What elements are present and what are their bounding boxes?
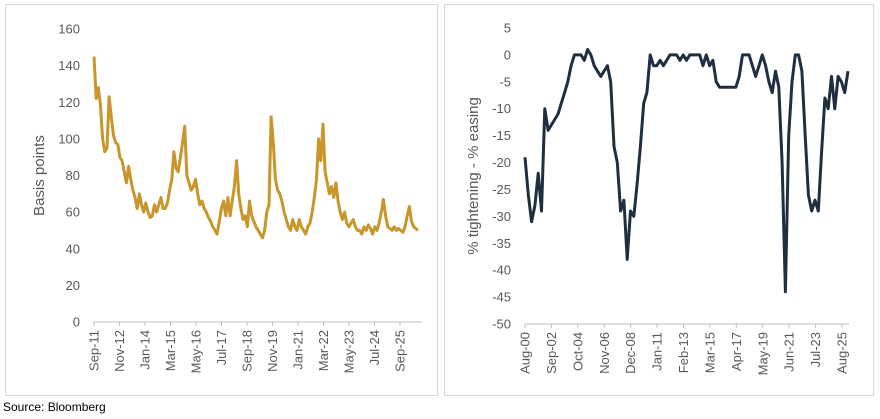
right-chart-y-tick: -5	[499, 74, 511, 89]
left-chart-x-tick-label: Jul-24	[367, 330, 382, 365]
left-chart-y-tick: 80	[66, 168, 80, 183]
left-chart-x-tick-label: Jan-14	[138, 330, 153, 370]
basis-points-chart: 0 20 40 60 80 100 120 140 160 Sep-11 Nov-12 Jan-14 M…	[31, 22, 422, 373]
right-chart-y-tick: -35	[492, 236, 511, 251]
right-chart-x-tick-label: Mar-15	[702, 332, 717, 373]
right-chart-y-tick: -50	[492, 317, 511, 332]
source-note: Source: Bloomberg	[3, 400, 106, 414]
left-chart-x-tick-label: Nov-12	[112, 330, 127, 372]
right-chart-x-tick-label: Dec-08	[623, 332, 638, 374]
chart-panel-left: 0 20 40 60 80 100 120 140 160 Sep-11 Nov-12 Jan-14 M…	[5, 4, 438, 396]
left-chart-x-tick-label: Jul-17	[214, 330, 229, 365]
left-chart-x-tick-label: Mar-22	[316, 330, 331, 371]
right-chart-x-tick-label: Jul-23	[808, 332, 823, 367]
left-chart-x-tick-label: Nov-19	[265, 330, 280, 372]
right-chart-y-axis-label: % tightening - % easing	[465, 97, 482, 255]
left-chart-x-tick-label: Sep-11	[87, 330, 102, 371]
right-chart-x-tick-label: Jun-21	[782, 332, 797, 372]
left-chart-y-axis-label: Basis points	[31, 135, 48, 216]
left-chart-y-tick: 40	[66, 241, 80, 256]
left-chart-x-tick-label: Mar-15	[163, 330, 178, 371]
left-chart-x-tick-label: Sep-18	[240, 330, 255, 372]
right-chart-x-tick-label: Apr-17	[729, 332, 744, 371]
left-chart-y-tick: 20	[66, 278, 80, 293]
left-chart-series-line	[92, 56, 419, 240]
right-chart-x-tick-label: Nov-06	[597, 332, 612, 374]
right-chart-y-tick: -45	[492, 290, 511, 305]
right-chart-x-tick-label: Jan-11	[650, 332, 665, 371]
left-chart-x-tick-label: May-16	[189, 330, 204, 373]
right-chart-y-tick: -15	[492, 128, 511, 143]
right-chart-x-tick-label: May-19	[755, 332, 770, 375]
left-chart-y-tick: 60	[66, 205, 80, 220]
right-chart-x-tick-label: Oct-04	[570, 332, 585, 371]
chart-panel-right: 5 0 -5 -10 -15 -20 -25 -30 -35 -40 -45 -50 Aug-00 Sep…	[444, 4, 874, 396]
right-chart-y-tick: 0	[504, 47, 511, 62]
right-chart-y-tick: -40	[492, 263, 511, 278]
left-chart-y-tick: 100	[58, 131, 80, 146]
right-chart-y-tick: 5	[504, 21, 511, 36]
right-chart-y-tick: -10	[492, 101, 511, 116]
left-chart-y-tick: 160	[58, 22, 80, 37]
left-chart-x-tick-label: May-23	[342, 330, 357, 373]
right-chart-x-tick-label: Aug-00	[518, 332, 533, 374]
right-chart-y-tick: -20	[492, 155, 511, 170]
right-chart-y-tick: -25	[492, 182, 511, 197]
right-chart-x-tick-label: Sep-02	[544, 332, 559, 374]
tightening-easing-chart: 5 0 -5 -10 -15 -20 -25 -30 -35 -40 -45 -50 Aug-00 Sep…	[465, 21, 850, 376]
left-chart-y-tick: 140	[58, 58, 80, 73]
left-chart-x-tick-label: Sep-25	[393, 330, 408, 372]
right-chart-x-tick-label: Aug-25	[835, 332, 850, 374]
right-chart-x-tick-label: Feb-13	[676, 332, 691, 373]
left-chart-x-tick-label: Jan-21	[291, 330, 306, 370]
left-chart-y-tick: 0	[73, 315, 80, 330]
right-chart-series-line	[523, 48, 850, 294]
right-chart-y-tick: -30	[492, 209, 511, 224]
left-chart-y-tick: 120	[58, 95, 80, 110]
